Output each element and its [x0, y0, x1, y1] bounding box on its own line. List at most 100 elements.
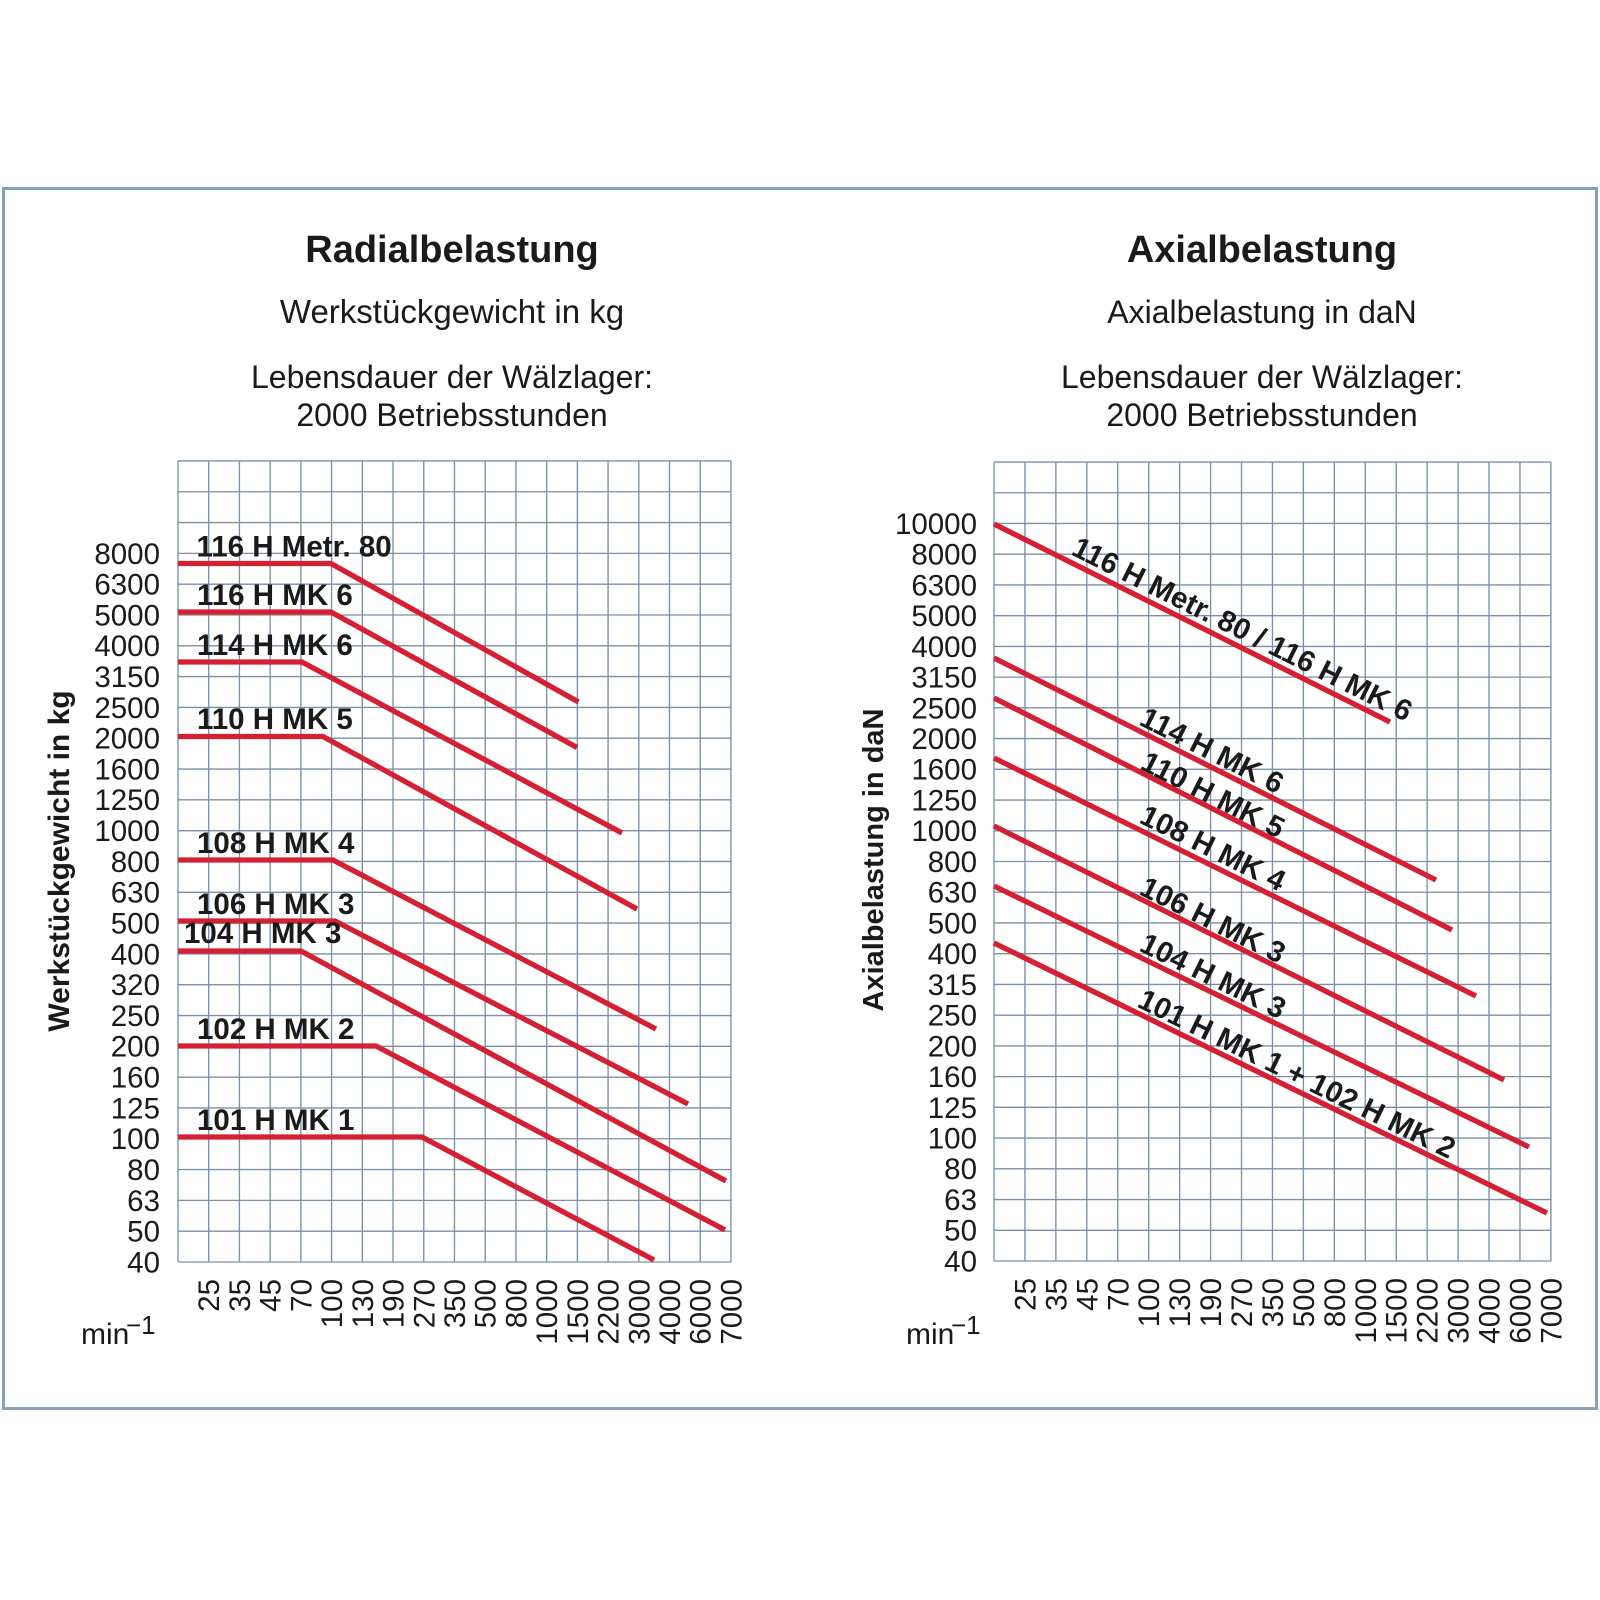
svg-text:800: 800: [111, 846, 160, 879]
svg-text:4000: 4000: [94, 630, 160, 663]
svg-text:2200: 2200: [593, 1279, 626, 1345]
svg-text:500: 500: [111, 908, 160, 941]
svg-text:1000: 1000: [531, 1279, 564, 1345]
svg-text:40: 40: [127, 1246, 160, 1279]
svg-text:6300: 6300: [911, 569, 977, 602]
svg-text:116 H MK 6: 116 H MK 6: [197, 579, 353, 612]
svg-text:4000: 4000: [654, 1279, 687, 1345]
svg-text:5000: 5000: [911, 600, 977, 633]
svg-text:6000: 6000: [685, 1279, 718, 1345]
svg-text:40: 40: [944, 1245, 977, 1278]
svg-text:min: min: [906, 1318, 954, 1351]
svg-text:500: 500: [1288, 1278, 1321, 1327]
svg-text:Lebensdauer der Wälzlager:: Lebensdauer der Wälzlager:: [251, 359, 653, 395]
svg-text:63: 63: [944, 1184, 977, 1217]
svg-text:6000: 6000: [1505, 1278, 1538, 1344]
svg-text:1250: 1250: [911, 784, 977, 817]
svg-text:250: 250: [111, 1000, 160, 1033]
svg-text:80: 80: [944, 1153, 977, 1186]
svg-text:102 H MK 2: 102 H MK 2: [197, 1013, 354, 1046]
svg-text:1600: 1600: [911, 754, 977, 787]
svg-text:2000: 2000: [911, 723, 977, 756]
svg-text:Lebensdauer der Wälzlager:: Lebensdauer der Wälzlager:: [1061, 359, 1463, 395]
svg-text:Axialbelastung: Axialbelastung: [1127, 229, 1397, 271]
svg-text:800: 800: [928, 846, 977, 879]
svg-text:3150: 3150: [94, 661, 160, 694]
svg-text:35: 35: [1040, 1278, 1073, 1311]
svg-text:2500: 2500: [911, 692, 977, 725]
svg-text:2000 Betriebsstunden: 2000 Betriebsstunden: [1106, 397, 1417, 433]
svg-text:min: min: [81, 1318, 129, 1351]
svg-text:100: 100: [316, 1279, 349, 1328]
svg-text:4000: 4000: [1474, 1278, 1507, 1344]
svg-text:Radialbelastung: Radialbelastung: [305, 229, 599, 271]
svg-text:6300: 6300: [94, 569, 160, 602]
svg-text:400: 400: [111, 938, 160, 971]
svg-text:7000: 7000: [716, 1279, 749, 1345]
svg-text:−1: −1: [126, 1310, 156, 1340]
svg-text:1000: 1000: [911, 815, 977, 848]
svg-text:100: 100: [1133, 1278, 1166, 1327]
svg-text:1500: 1500: [562, 1279, 595, 1345]
svg-text:1250: 1250: [94, 784, 160, 817]
svg-text:5000: 5000: [94, 599, 160, 632]
svg-text:25: 25: [193, 1279, 226, 1312]
svg-text:500: 500: [928, 907, 977, 940]
svg-text:320: 320: [111, 969, 160, 1002]
svg-text:200: 200: [111, 1031, 160, 1064]
svg-text:130: 130: [1164, 1278, 1197, 1327]
svg-text:350: 350: [1257, 1278, 1290, 1327]
svg-text:7000: 7000: [1535, 1278, 1568, 1344]
svg-text:190: 190: [378, 1279, 411, 1328]
svg-text:101 H MK 1: 101 H MK 1: [197, 1104, 354, 1137]
svg-text:108 H MK 4: 108 H MK 4: [197, 827, 355, 860]
svg-text:630: 630: [111, 877, 160, 910]
svg-text:270: 270: [1226, 1278, 1259, 1327]
svg-text:3000: 3000: [623, 1279, 656, 1345]
svg-text:630: 630: [928, 877, 977, 910]
svg-text:4000: 4000: [911, 631, 977, 664]
svg-text:800: 800: [500, 1279, 533, 1328]
svg-text:−1: −1: [951, 1310, 981, 1340]
svg-text:2000: 2000: [94, 723, 160, 756]
svg-text:250: 250: [928, 1000, 977, 1033]
svg-text:125: 125: [111, 1092, 160, 1125]
svg-text:190: 190: [1195, 1278, 1228, 1327]
svg-text:100: 100: [111, 1123, 160, 1156]
svg-text:Werkstückgewicht in kg: Werkstückgewicht in kg: [43, 690, 76, 1031]
svg-text:130: 130: [347, 1279, 380, 1328]
svg-text:100: 100: [928, 1123, 977, 1156]
svg-text:1500: 1500: [1381, 1278, 1414, 1344]
svg-text:45: 45: [1071, 1278, 1104, 1311]
svg-text:114 H MK 6: 114 H MK 6: [197, 629, 353, 662]
svg-text:50: 50: [944, 1215, 977, 1248]
svg-text:80: 80: [127, 1154, 160, 1187]
svg-text:Axialbelastung in daN: Axialbelastung in daN: [1107, 294, 1417, 330]
svg-text:2000 Betriebsstunden: 2000 Betriebsstunden: [296, 397, 607, 433]
svg-text:200: 200: [928, 1030, 977, 1063]
svg-text:70: 70: [285, 1279, 318, 1312]
svg-text:8000: 8000: [94, 538, 160, 571]
svg-text:70: 70: [1102, 1278, 1135, 1311]
svg-text:500: 500: [470, 1279, 503, 1328]
svg-text:315: 315: [928, 969, 977, 1002]
svg-text:800: 800: [1319, 1278, 1352, 1327]
svg-text:3150: 3150: [911, 662, 977, 695]
svg-text:160: 160: [928, 1061, 977, 1094]
svg-text:Axialbelastung in daN: Axialbelastung in daN: [858, 709, 890, 1012]
svg-text:1600: 1600: [94, 753, 160, 786]
svg-text:8000: 8000: [911, 539, 977, 572]
svg-text:1000: 1000: [1350, 1278, 1383, 1344]
svg-text:2500: 2500: [94, 692, 160, 725]
svg-text:125: 125: [928, 1092, 977, 1125]
svg-text:110 H MK 5: 110 H MK 5: [197, 703, 353, 736]
svg-text:2200: 2200: [1412, 1278, 1445, 1344]
svg-text:104 H MK 3: 104 H MK 3: [184, 917, 341, 950]
svg-text:45: 45: [255, 1279, 288, 1312]
svg-text:350: 350: [439, 1279, 472, 1328]
svg-text:Werkstückgewicht in kg: Werkstückgewicht in kg: [280, 293, 624, 330]
svg-text:160: 160: [111, 1062, 160, 1095]
svg-text:1000: 1000: [94, 815, 160, 848]
svg-text:3000: 3000: [1443, 1278, 1476, 1344]
svg-text:270: 270: [408, 1279, 441, 1328]
